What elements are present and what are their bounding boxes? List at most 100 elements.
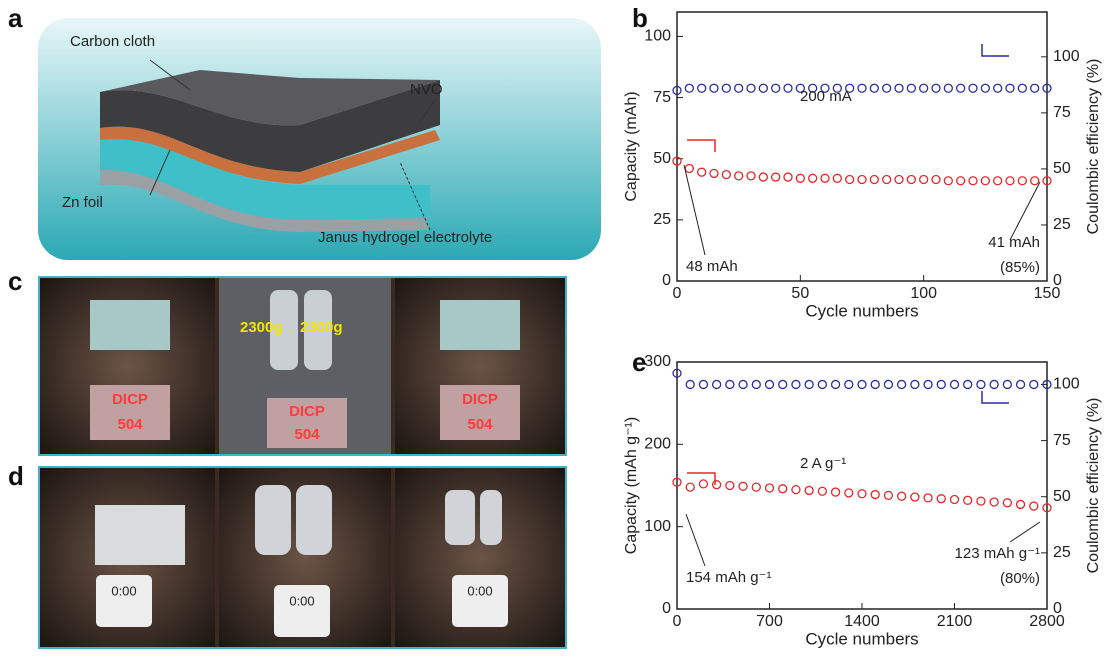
data-point [1031,84,1039,92]
data-point [1006,84,1014,92]
data-point [713,481,721,489]
data-point [1006,177,1014,185]
data-point [977,380,985,388]
y-tick-label: 200 [644,436,671,453]
y2-tick-label: 0 [1053,600,1062,617]
data-point [895,84,903,92]
axis-indicator [687,140,715,152]
data-point [821,174,829,182]
data-point [884,380,892,388]
annotation: 123 mAh g⁻¹ [955,545,1040,562]
x-tick-label: 0 [673,285,682,302]
y-tick-label: 75 [653,89,671,106]
data-point [739,380,747,388]
data-point [809,174,817,182]
data-point [871,380,879,388]
data-point [698,84,706,92]
x-tick-label: 1400 [844,613,880,630]
timer-text: 0:00 [111,583,136,598]
led-text: 504 [467,416,493,433]
data-point [994,177,1002,185]
data-point [759,84,767,92]
data-point [779,380,787,388]
data-point [735,84,743,92]
annotation: 48 mAh [686,258,738,275]
data-point [964,380,972,388]
annotation-arrow [686,514,705,566]
data-point [845,380,853,388]
x-tick-label: 50 [791,285,809,302]
data-point [784,173,792,181]
timer-text: 0:00 [467,583,492,598]
data-point [883,176,891,184]
data-point [779,485,787,493]
data-point [805,486,813,494]
data-point [1003,380,1011,388]
annotation: (85%) [1000,259,1040,276]
data-point [698,168,706,176]
data-point [792,486,800,494]
data-point [752,483,760,491]
data-point [994,84,1002,92]
data-point [699,380,707,388]
y-tick-label: 0 [662,600,671,617]
data-point [937,495,945,503]
illustration: Carbon cloth NVO Zn foil Janus hydrogel … [38,18,601,260]
illustration-label: Carbon cloth [70,33,155,50]
data-point [1017,380,1025,388]
y2-tick-label: 100 [1053,48,1080,65]
data-point [792,380,800,388]
panel-label: c [8,266,22,296]
data-point [784,84,792,92]
data-point [924,494,932,502]
y2-tick-label: 0 [1053,272,1062,289]
timer-text: 0:00 [289,593,314,608]
data-point [747,84,755,92]
data-point [710,169,718,177]
weight-label: 2300g [240,319,283,336]
illustration-label: NVO [410,81,443,98]
data-point [898,492,906,500]
data-point [932,84,940,92]
y2-tick-label: 50 [1053,488,1071,505]
annotation: 154 mAh g⁻¹ [686,569,771,586]
data-point [907,84,915,92]
photos-d: 0:00 0:00 0:00 [39,467,566,648]
data-point [685,165,693,173]
annotation: (80%) [1000,570,1040,587]
data-point [911,380,919,388]
data-point [895,176,903,184]
data-point [710,84,718,92]
data-point [1030,380,1038,388]
data-point [969,84,977,92]
data-point [920,176,928,184]
data-point [832,488,840,496]
figure: a b c d e Carbon cloth NVO Zn foil Janus… [0,0,1105,658]
y-tick-label: 300 [644,353,671,370]
data-point [858,176,866,184]
data-point [846,176,854,184]
data-point [805,380,813,388]
data-point [898,380,906,388]
y2-tick-label: 25 [1053,216,1071,233]
data-point [747,172,755,180]
data-point [1018,177,1026,185]
y-axis-title: Capacity (mAh) [623,91,640,201]
data-point [832,380,840,388]
y-tick-label: 100 [644,28,671,45]
data-point [818,487,826,495]
y2-axis-title: Coulombic efficiency (%) [1085,59,1102,235]
data-point [870,176,878,184]
x-tick-label: 2100 [937,613,973,630]
data-point [1030,502,1038,510]
page: a b c d e Carbon cloth NVO Zn foil Janus… [0,0,1105,663]
data-point [726,482,734,490]
data-point [990,498,998,506]
panel-label: d [8,461,24,491]
data-point [969,177,977,185]
data-point [722,84,730,92]
axis-indicator [982,391,1009,403]
x-axis-title: Cycle numbers [805,629,918,648]
data-point [766,380,774,388]
y2-tick-label: 75 [1053,104,1071,121]
